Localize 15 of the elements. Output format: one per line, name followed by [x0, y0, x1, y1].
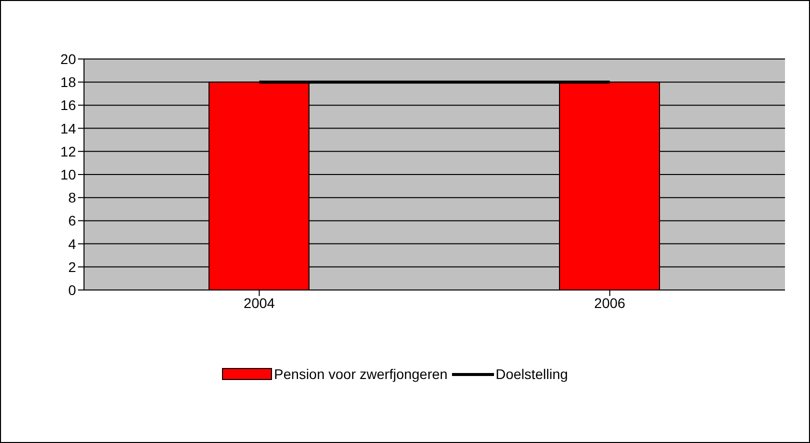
y-tick-label: 20	[60, 50, 76, 67]
y-tick-label: 6	[68, 212, 76, 229]
y-tick-label: 0	[68, 282, 76, 298]
legend-label: Doelstelling	[496, 366, 568, 382]
x-tick-label: 2006	[594, 294, 626, 311]
y-tick-label: 18	[60, 74, 76, 90]
x-tick-label: 2004	[244, 294, 276, 311]
y-tick-label: 16	[60, 97, 76, 114]
y-tick-label: 4	[68, 236, 76, 252]
y-tick-label: 2	[68, 258, 76, 275]
y-tick-label: 14	[60, 120, 76, 136]
legend-label: Pension voor zwerfjongeren	[274, 366, 448, 382]
y-tick-label: 10	[60, 166, 76, 182]
y-tick-label: 8	[68, 190, 76, 206]
y-tick-label: 12	[60, 143, 76, 160]
